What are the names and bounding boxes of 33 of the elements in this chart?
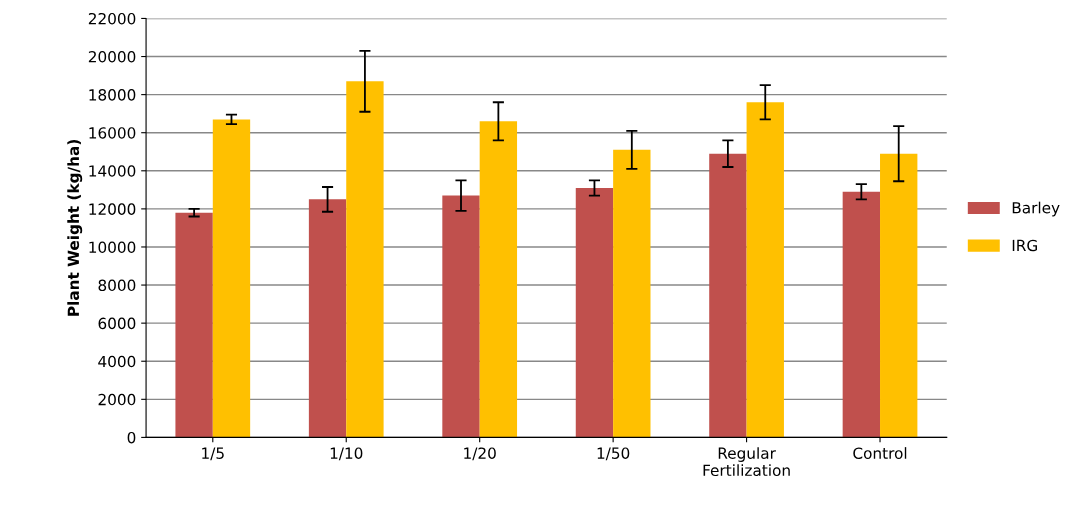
bar (308, 199, 347, 438)
y-tick-label: 16000 (89, 127, 136, 139)
x-tick-label: 1/10 (330, 447, 363, 461)
legend-label: IRG (1012, 239, 1037, 252)
y-tick-label: 10000 (89, 241, 136, 253)
x-tick-label: 1/50 (597, 447, 630, 461)
y-tick-label: 14000 (89, 165, 136, 177)
y-tick-label: 8000 (98, 279, 136, 292)
y-tick-label: 20000 (88, 51, 136, 63)
y-tick-label: 2000 (98, 393, 136, 406)
bar (346, 81, 384, 438)
bar (175, 212, 213, 438)
bar (212, 119, 251, 438)
y-tick-label: 6000 (98, 317, 136, 330)
y-tick-label: 4000 (98, 355, 136, 368)
y-tick-label: 0 (127, 431, 136, 444)
bar (709, 153, 747, 438)
bar (613, 149, 651, 438)
y-axis-title: Plant Weight (kg/ha) (67, 140, 83, 316)
y-tick-label: 12000 (89, 203, 136, 215)
bar (746, 102, 784, 438)
bar (880, 153, 918, 438)
x-tick-label: 1/5 (202, 447, 224, 461)
bar (479, 121, 518, 438)
bar (442, 195, 480, 438)
legend-label: Barley (1012, 201, 1060, 217)
y-tick-label: 22000 (88, 12, 136, 25)
x-tick-label: Control (853, 447, 907, 459)
bar (575, 187, 614, 438)
x-tick-label: 1/20 (464, 447, 496, 461)
y-tick-label: 18000 (89, 89, 136, 101)
x-tick-label: Regular Fertilization (703, 447, 790, 477)
bar (842, 191, 881, 438)
